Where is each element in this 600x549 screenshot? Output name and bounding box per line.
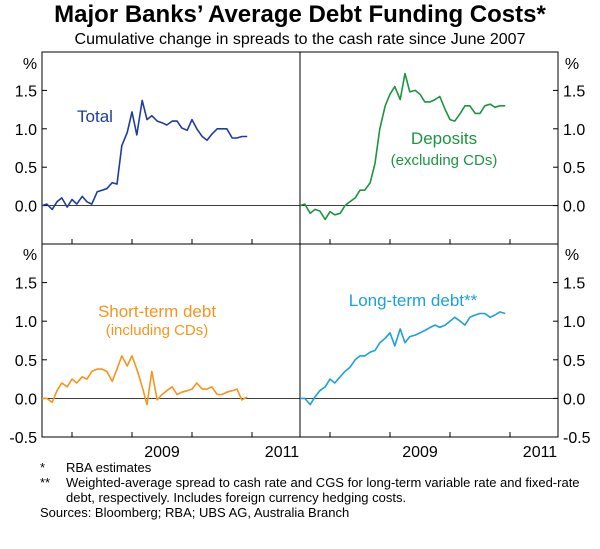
y-tick-label-right-bottom: 0.0 xyxy=(563,391,585,408)
x-tick-label-right: 2009 xyxy=(402,444,438,460)
chart-title: Major Banks’ Average Debt Funding Costs* xyxy=(54,1,546,28)
y-unit-left-bottom: % xyxy=(23,247,37,264)
y-tick-label-right-bottom: -0.5 xyxy=(563,430,591,447)
y-tick-label-right-top: 0.0 xyxy=(563,199,585,216)
footnote-2-text: Weighted-average spread to cash rate and… xyxy=(66,475,580,505)
series-label-deposits-sub: (excluding CDs) xyxy=(391,152,498,169)
y-tick-label-right-top: 1.0 xyxy=(563,122,585,139)
y-tick-label-right-bottom: 1.0 xyxy=(563,314,585,331)
sources-note: Sources: Bloomberg; RBA; UBS AG, Austral… xyxy=(40,505,580,520)
y-tick-label-right-top: 0.5 xyxy=(563,160,585,177)
y-tick-label-right-top: 1.5 xyxy=(563,83,585,100)
y-tick-label-left-top: 0.0 xyxy=(15,199,37,216)
series-line-long-term-debt xyxy=(300,311,506,406)
footnote-2-marker: ** xyxy=(40,475,51,490)
footnote-2: ** Weighted-average spread to cash rate … xyxy=(40,475,580,505)
series-line-short-term-debt xyxy=(42,355,248,406)
y-tick-label-right-bottom: 0.5 xyxy=(563,353,585,370)
series-label-total: Total xyxy=(77,107,113,126)
chart-area: %%% % 1.5 1.5 1.0 1.0 0.5 0.5 0.0 0.0 1.5 1.5 1.0 1.0… xyxy=(9,51,591,460)
y-tick-label-right-bottom: 1.5 xyxy=(563,276,585,293)
series-line-deposits xyxy=(299,72,506,221)
series-label-short-term-debt: Short-term debt xyxy=(98,302,216,321)
series-label-short-term-debt-sub: (including CDs) xyxy=(106,322,209,339)
series-line-total xyxy=(41,99,248,211)
y-tick-label-left-bottom: 1.5 xyxy=(15,276,37,293)
x-tick-label-left: 2009 xyxy=(144,444,180,460)
sources-text: Sources: Bloomberg; RBA; UBS AG, Austral… xyxy=(40,505,350,520)
y-unit-right-bottom: % xyxy=(565,247,579,264)
y-tick-label-left-top: 0.5 xyxy=(15,160,37,177)
y-tick-label-left-bottom: 0.5 xyxy=(15,353,37,370)
footnote-1: * RBA estimates xyxy=(40,460,580,475)
series-label-long-term-debt: Long-term debt** xyxy=(349,291,478,310)
y-unit-right-top: % xyxy=(565,56,579,73)
chart-subtitle: Cumulative change in spreads to the cash… xyxy=(74,31,526,48)
y-tick-label-left-top: 1.0 xyxy=(15,122,37,139)
x-tick-label-right: 2011 xyxy=(523,444,558,460)
series-label-deposits: Deposits xyxy=(411,129,477,148)
footnotes: * RBA estimates ** Weighted-average spre… xyxy=(40,460,580,520)
y-tick-label-left-top: 1.5 xyxy=(15,83,37,100)
footnote-1-text: RBA estimates xyxy=(66,460,152,475)
y-tick-label-left-bottom: 1.0 xyxy=(15,314,37,331)
y-unit-left-top: % xyxy=(23,56,37,73)
footnote-1-marker: * xyxy=(40,460,46,475)
y-tick-label-left-bottom: -0.5 xyxy=(9,430,37,447)
x-tick-label-left: 2011 xyxy=(265,444,300,460)
y-tick-label-left-bottom: 0.0 xyxy=(15,391,37,408)
